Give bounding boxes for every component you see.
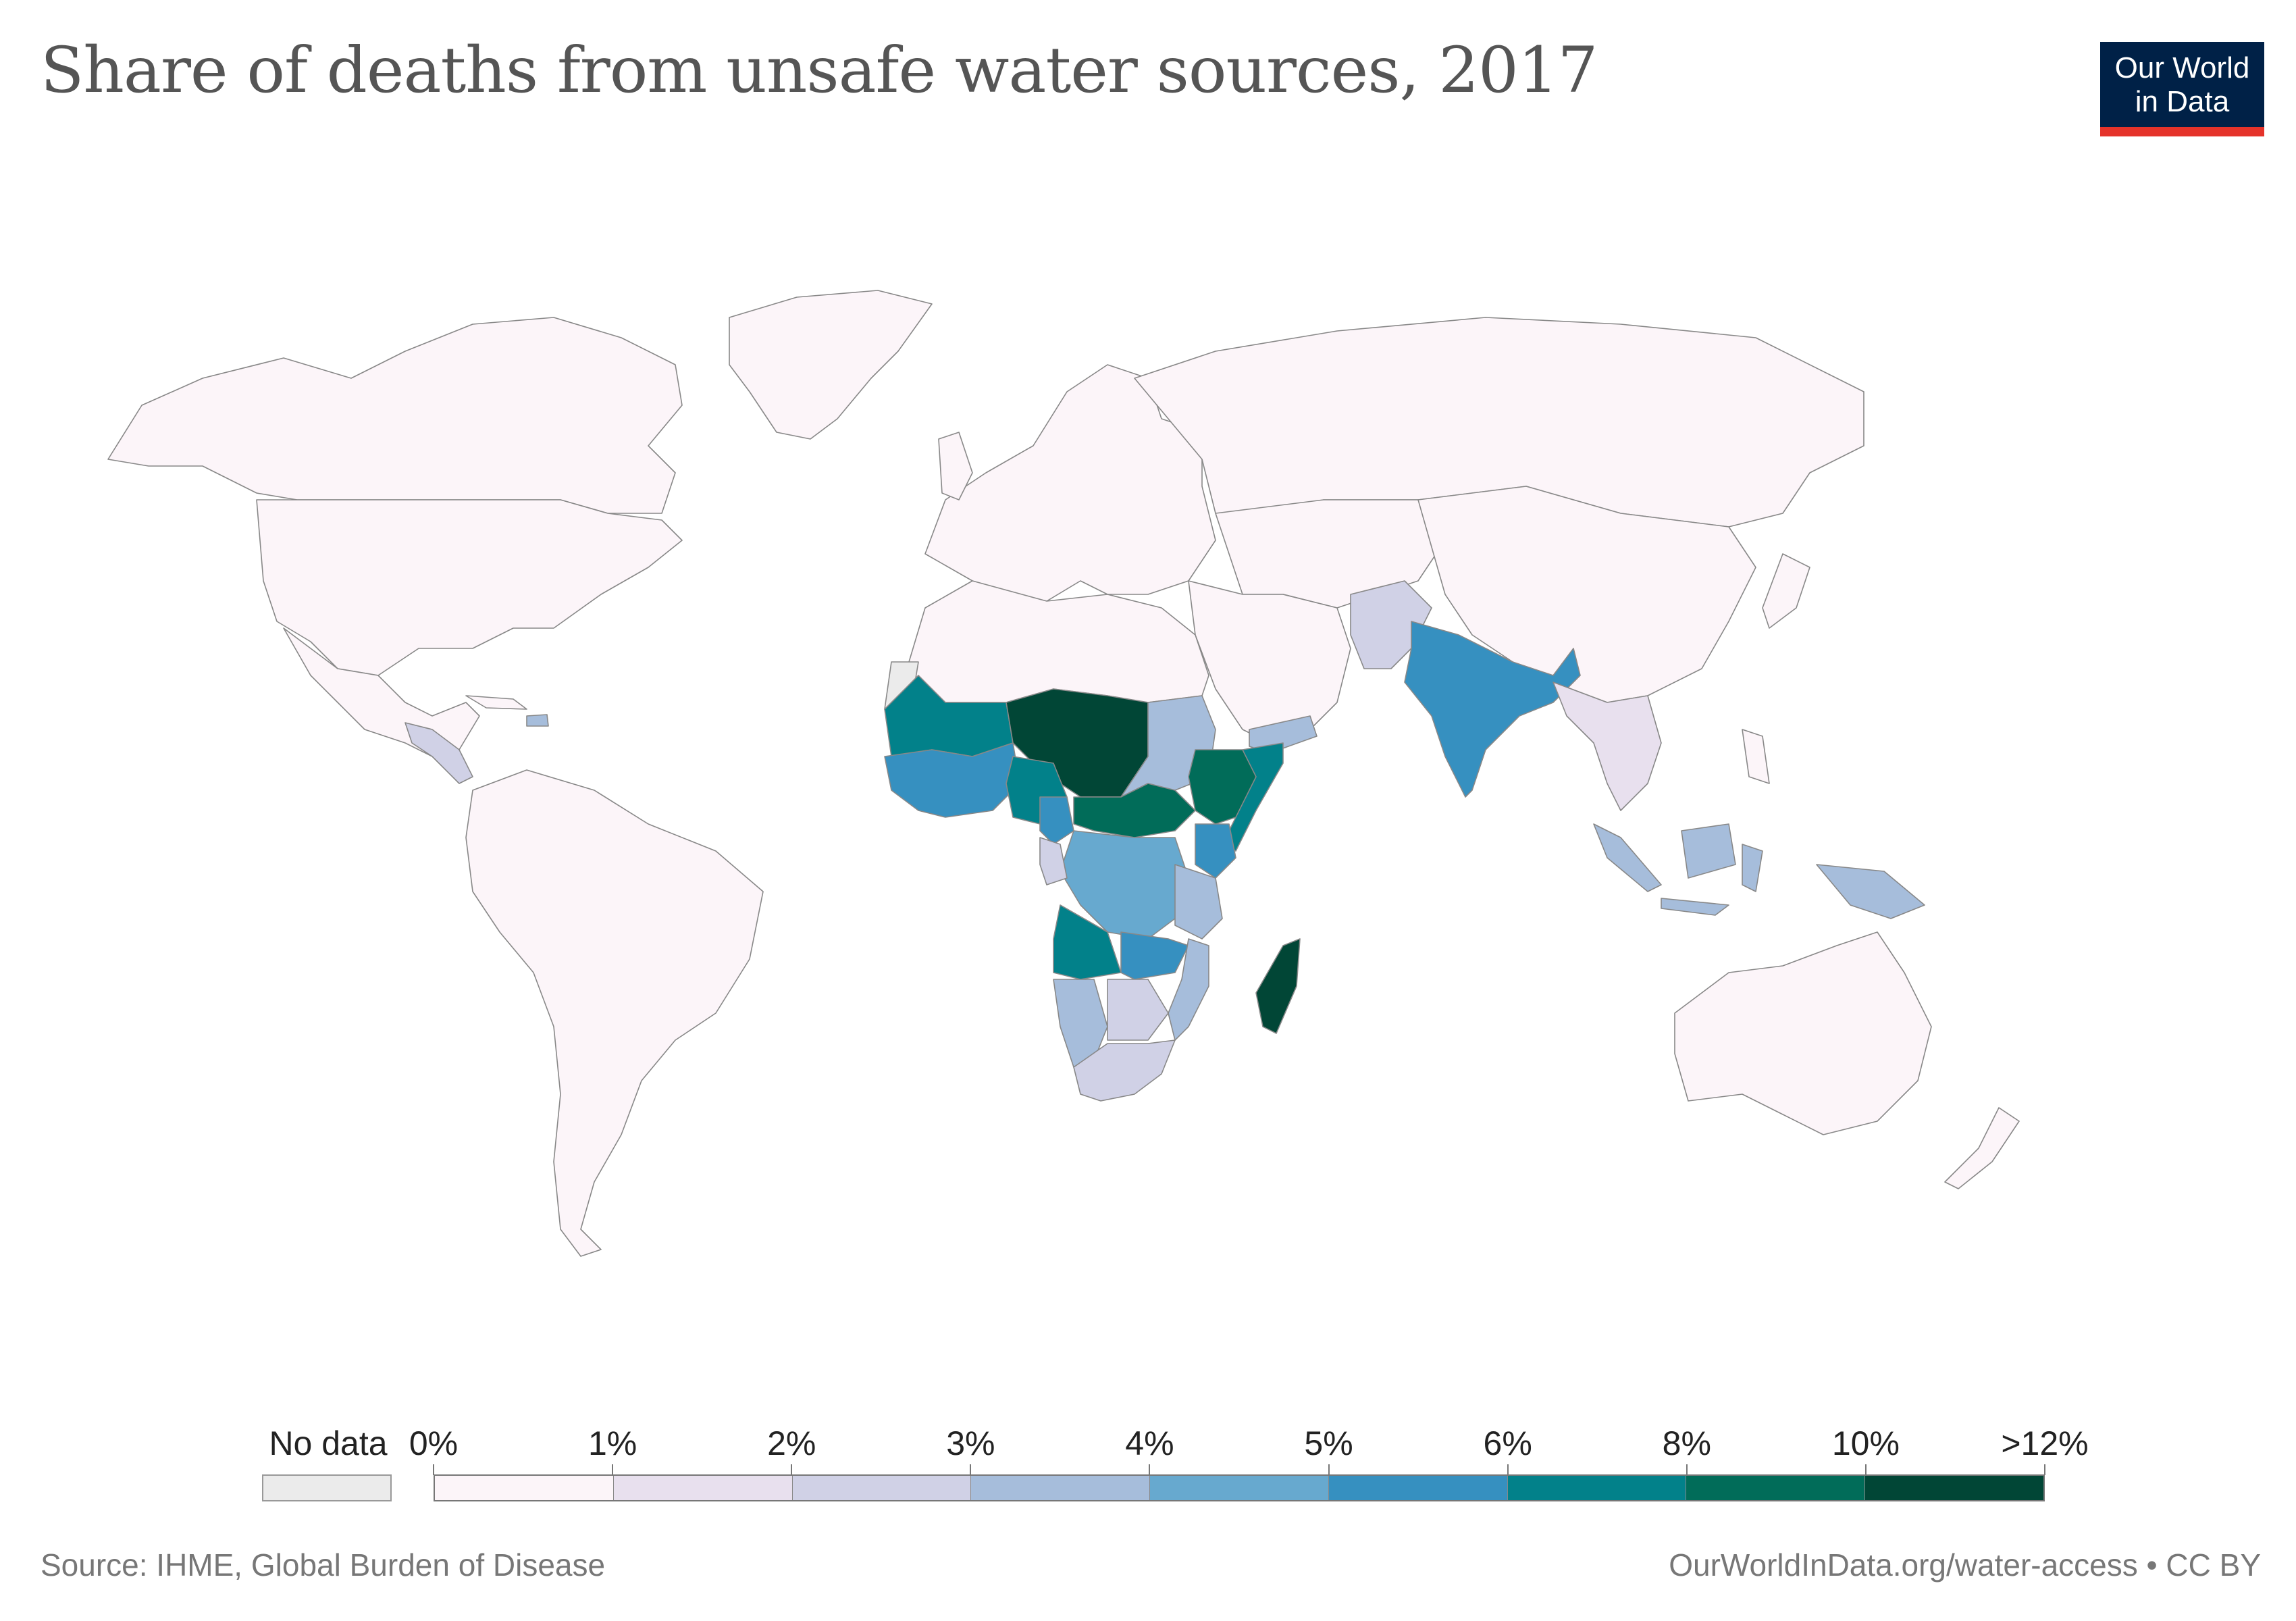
region-mozambique: [1168, 938, 1209, 1041]
owid-logo[interactable]: Our World in Data: [2100, 42, 2264, 136]
source-note: Source: IHME, Global Burden of Disease: [41, 1547, 606, 1583]
legend-tick-label: 0%: [409, 1424, 459, 1462]
legend-tick-mark: [1328, 1464, 1330, 1475]
region-uk: [938, 432, 973, 500]
region-west-africa: [884, 742, 1020, 818]
region-north-africa: [904, 580, 1209, 703]
region-cameroon: [1039, 796, 1074, 845]
legend-tick-label: >12%: [2001, 1424, 2089, 1462]
region-new-zealand: [1944, 1107, 2020, 1189]
region-madagascar: [1255, 938, 1301, 1034]
source-url-link[interactable]: OurWorldInData.org/water-access • CC BY: [1669, 1547, 2261, 1583]
legend-tick-label: 6%: [1483, 1424, 1532, 1462]
legend-bin-0[interactable]: [435, 1476, 614, 1500]
legend-bin-3[interactable]: [971, 1476, 1151, 1500]
region-india: [1404, 621, 1581, 798]
region-cuba: [465, 695, 527, 710]
region-indonesia-sulawesi: [1742, 844, 1763, 892]
legend-tick-mark: [433, 1464, 434, 1475]
legend-tick-label: 1%: [588, 1424, 637, 1462]
legend-tick-mark: [1686, 1464, 1688, 1475]
legend-tick-label: 3%: [946, 1424, 995, 1462]
region-central-america: [405, 722, 473, 784]
legend-no-data-label: No data: [269, 1424, 388, 1462]
region-zambia: [1120, 931, 1189, 980]
legend-tick-label: 5%: [1304, 1424, 1353, 1462]
region-indonesia-borneo: [1681, 823, 1736, 879]
legend-no-data-swatch: [262, 1474, 392, 1501]
legend-tick-mark: [1149, 1464, 1151, 1475]
region-yemen: [1249, 715, 1317, 754]
region-middle-east: [1188, 580, 1351, 744]
region-haiti: [526, 714, 549, 727]
region-papua-new-guinea: [1816, 864, 1925, 919]
region-dr-congo: [1060, 830, 1189, 940]
region-gabon: [1039, 837, 1068, 885]
region-south-america: [465, 769, 764, 1257]
region-china: [1417, 486, 1756, 703]
legend-tick-label: 10%: [1831, 1424, 1900, 1462]
legend-bin-6[interactable]: [1507, 1476, 1687, 1500]
region-north-america-north: [107, 317, 683, 514]
legend-bin-7[interactable]: [1686, 1476, 1866, 1500]
region-japan: [1762, 553, 1810, 629]
region-indonesia: [1593, 823, 1662, 892]
logo-line-1: Our World: [2114, 51, 2250, 84]
legend-tick-label: 8%: [1662, 1424, 1711, 1462]
region-kenya: [1195, 823, 1236, 879]
legend-tick-label: 4%: [1125, 1424, 1174, 1462]
legend-color-scale: [434, 1474, 2045, 1501]
region-mexico: [283, 627, 480, 757]
region-tanzania: [1174, 864, 1223, 940]
region-greenland: [729, 290, 933, 440]
region-australia: [1674, 931, 1932, 1135]
legend-tick-mark: [1507, 1464, 1509, 1475]
legend-bin-1[interactable]: [613, 1476, 793, 1500]
region-usa: [256, 499, 683, 676]
region-car-south-sudan: [1073, 783, 1196, 838]
logo-line-2: in Data: [2135, 85, 2230, 118]
region-south-africa: [1073, 1039, 1176, 1102]
legend-tick-mark: [612, 1464, 614, 1475]
chart-title: Share of deaths from unsafe water source…: [41, 34, 1598, 107]
legend-tick-mark: [791, 1464, 793, 1475]
legend-bin-5[interactable]: [1328, 1476, 1508, 1500]
legend-bin-8[interactable]: [1865, 1476, 2044, 1500]
region-botswana: [1107, 979, 1169, 1041]
legend-tick-mark: [970, 1464, 972, 1475]
region-southeast-asia: [1553, 681, 1662, 811]
region-philippines: [1742, 729, 1770, 784]
legend-tick-mark: [2044, 1464, 2045, 1475]
legend-bin-2[interactable]: [792, 1476, 972, 1500]
legend-tick-mark: [1864, 1464, 1867, 1475]
region-indonesia-java: [1661, 898, 1729, 916]
region-somalia: [1222, 742, 1284, 852]
legend-tick-label: 2%: [767, 1424, 816, 1462]
legend-bin-4[interactable]: [1150, 1476, 1329, 1500]
